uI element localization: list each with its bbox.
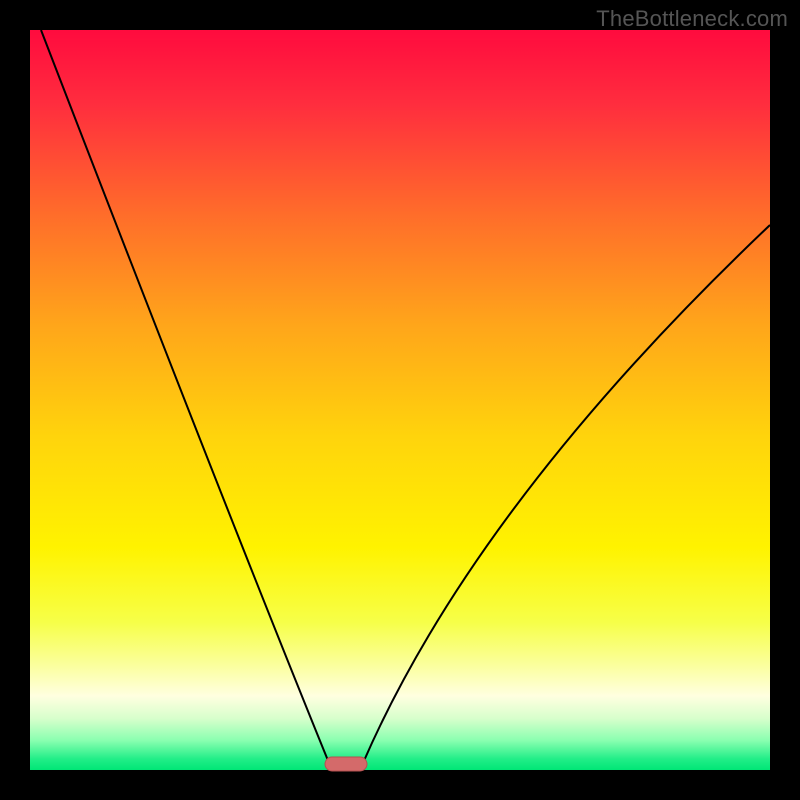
watermark-text: TheBottleneck.com <box>596 6 788 32</box>
min-marker <box>325 757 367 771</box>
bottleneck-chart <box>0 0 800 800</box>
plot-background <box>30 30 770 770</box>
chart-frame: TheBottleneck.com <box>0 0 800 800</box>
